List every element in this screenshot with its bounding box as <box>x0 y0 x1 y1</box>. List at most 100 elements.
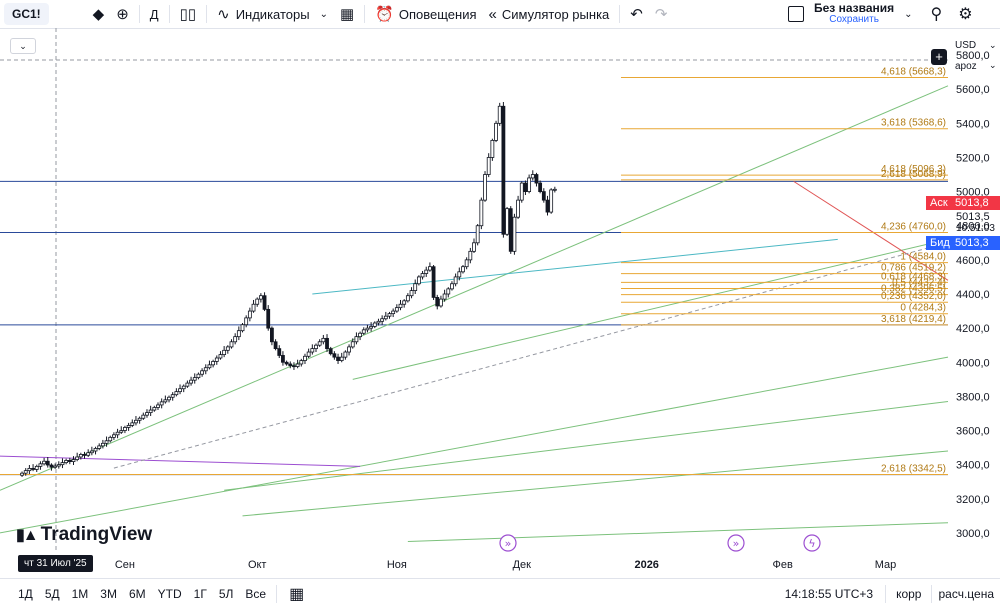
chevron-down-icon[interactable]: ⌄ <box>989 60 997 70</box>
chart-type-button[interactable]: ▯▯ <box>174 0 203 28</box>
replay-button[interactable]: « Симулятор рынка <box>483 0 616 28</box>
candle-body <box>251 303 256 312</box>
divider <box>619 5 621 23</box>
range-button[interactable]: YTD <box>157 587 182 601</box>
candle-body <box>53 465 58 468</box>
currency-label[interactable]: USD <box>955 40 977 51</box>
candle-body <box>494 122 498 141</box>
chevron-down-icon: ⌄ <box>19 41 27 51</box>
candle-body <box>303 355 307 361</box>
candle-body <box>163 399 168 403</box>
indicators-icon: ∿ <box>217 6 230 23</box>
gear-icon[interactable]: ⚙ <box>958 6 973 23</box>
symbol-search-button[interactable]: GC1! <box>4 3 49 25</box>
candle-body <box>218 354 223 359</box>
magnifier-brush-icon[interactable]: ⚲ <box>930 6 943 23</box>
candle-body <box>472 242 476 252</box>
candle-body <box>134 419 138 424</box>
settlement-toggle[interactable]: расч.цена <box>938 587 994 601</box>
candle-body <box>78 454 83 458</box>
divider <box>138 5 140 23</box>
range-button[interactable]: 1М <box>71 587 89 601</box>
rewind-icon: « <box>488 5 497 23</box>
utc-time[interactable]: 14:18:55 UTC+3 <box>784 587 874 601</box>
range-button[interactable]: 1Д <box>18 587 33 601</box>
last-price: 5013,5 <box>956 211 990 223</box>
templates-button[interactable]: ▦ <box>334 0 360 28</box>
candle-body <box>457 271 462 278</box>
candle-body <box>262 295 267 310</box>
chevron-down-icon[interactable]: ⌄ <box>989 40 997 50</box>
range-button[interactable]: Все <box>245 587 267 601</box>
redo-button[interactable]: ↷ <box>649 0 674 28</box>
chevron-down-icon[interactable]: ⌄ <box>904 8 913 20</box>
range-button[interactable]: 6М <box>128 587 146 601</box>
interval-button[interactable]: Д <box>149 6 159 22</box>
candle-body <box>75 456 80 460</box>
alerts-button[interactable]: ⏰ Оповещения <box>369 0 482 28</box>
candle-body <box>170 394 175 398</box>
range-button[interactable]: 1Г <box>193 587 207 601</box>
range-button[interactable]: 3М <box>100 587 117 601</box>
bottom-toolbar: 1Д 5Д 1М 3М 6М YTD 1Г 5Л Все ▦ 14:18:55 UTC+3 ко… <box>0 578 1000 609</box>
candle-body <box>538 182 543 192</box>
candle-body <box>156 404 160 408</box>
candle-body <box>211 361 216 366</box>
price-tick-label: 4200,0 <box>956 323 990 335</box>
price-tick-label: 5000,0 <box>956 187 990 199</box>
crosshair-date-badge: чт 31 Июл '25 <box>18 555 93 572</box>
candle-body <box>141 414 146 419</box>
price-tick-label: 3200,0 <box>956 494 990 506</box>
bottom-right-controls: 14:18:55 UTC+3 корр расч.цена <box>777 579 1000 609</box>
candle-body <box>413 283 418 291</box>
calendar-range-icon[interactable]: ▦ <box>289 586 305 603</box>
tradingview-logo: ▮▲ TradingView <box>16 524 152 546</box>
candle-body <box>468 250 473 261</box>
candle-body <box>207 364 212 369</box>
candle-body <box>71 459 76 462</box>
candle-body <box>516 199 520 218</box>
range-button[interactable]: 5Л <box>218 587 234 601</box>
layout-save-block[interactable]: Без названия Сохранить ⌄ ⚲ ⚙ <box>788 2 973 26</box>
price-chart[interactable]: 4,618 (5668,3) 3,618 (5368,6) 4,618 (5096,… <box>0 28 1000 578</box>
candle-body <box>372 322 377 327</box>
fib-level-label: 4,618 (5668,3) <box>881 67 946 78</box>
candle-body <box>428 266 432 271</box>
candle-body <box>450 283 454 290</box>
add-plus-button[interactable]: + <box>931 49 947 65</box>
price-tick-label: 5400,0 <box>956 118 990 130</box>
layout-title: Без названия <box>814 1 895 15</box>
trend-line <box>352 238 949 380</box>
undo-button[interactable]: ↶ <box>624 0 649 28</box>
bid-label-tag: Бид <box>926 236 954 250</box>
compare-button[interactable]: ⊕ <box>110 0 135 28</box>
candle-body <box>376 320 381 324</box>
candle-body <box>203 367 208 372</box>
fib-level-label: 4,236 (4760,0) <box>881 222 946 233</box>
event-marker[interactable]: » <box>727 534 745 552</box>
candle-body <box>123 427 127 431</box>
add-symbol-button[interactable]: ◆ <box>49 0 111 28</box>
candle-body <box>328 348 333 355</box>
event-marker[interactable]: » <box>499 534 517 552</box>
price-axis[interactable]: USD ⌄ apoz ⌄ <box>949 28 1000 552</box>
scale-mode-label[interactable]: apoz <box>955 61 977 72</box>
range-button[interactable]: 5Д <box>44 587 60 601</box>
fib-level-label: 0,382 (4396,5) <box>881 284 946 295</box>
indicators-button[interactable]: ∿ Индикаторы ⌄ <box>211 0 334 28</box>
candle-body <box>266 308 271 329</box>
candle-body <box>277 348 282 356</box>
adjustment-toggle[interactable]: корр <box>896 587 922 601</box>
collapse-legend-button[interactable]: ⌄ <box>10 38 36 54</box>
redo-icon: ↷ <box>654 6 668 23</box>
candle-body <box>512 216 517 252</box>
event-marker[interactable]: ϟ <box>803 534 821 552</box>
trend-line <box>0 356 949 534</box>
price-tick-label: 3600,0 <box>956 426 990 438</box>
candle-body <box>159 401 164 406</box>
candle-body <box>137 417 142 421</box>
heart-diamond-icon: ◆ <box>92 6 105 23</box>
trend-line <box>242 450 949 517</box>
candle-body <box>332 353 337 358</box>
fib-level-label: 1 (4584,0) <box>900 252 946 263</box>
